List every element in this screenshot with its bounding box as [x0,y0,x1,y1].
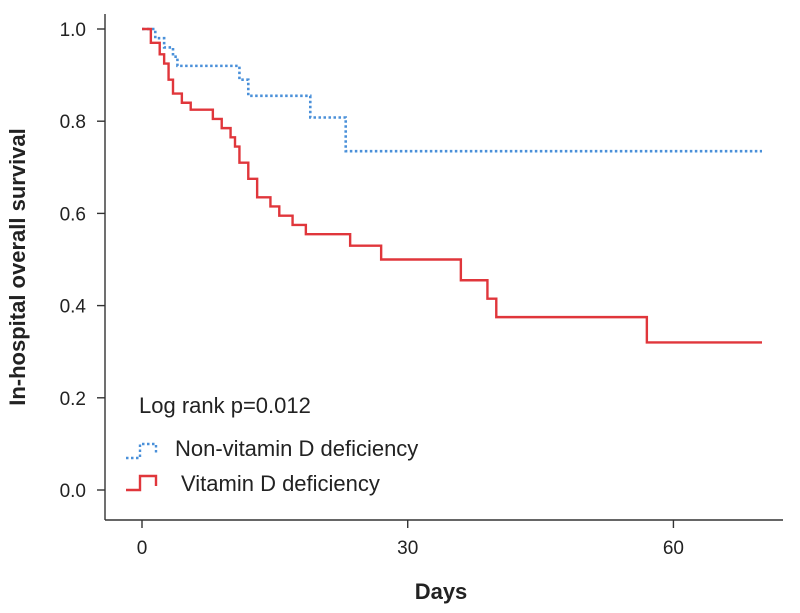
series-non-vitamin-d-line [142,27,762,153]
y-tick-label: 1.0 [60,20,86,41]
y-tick-label: 0.6 [60,204,86,225]
y-tick-label: 0.0 [60,481,86,502]
legend-swatch-vitamin-d [126,474,158,492]
x-tick-label: 30 [397,538,418,559]
series-vitamin-d-line [142,27,762,344]
y-tick-label: 0.8 [60,112,86,133]
log-rank-annotation: Log rank p=0.012 [139,393,311,418]
x-ticks: 0 30 60 [137,520,684,559]
axes [104,14,783,521]
y-axis-title: In-hospital overall survival [5,128,30,406]
x-tick-label: 0 [137,538,148,559]
legend-label-non-vitamin-d: Non-vitamin D deficiency [175,436,418,461]
y-tick-label: 0.2 [60,389,86,410]
x-axis-title: Days [415,579,468,604]
y-tick-label: 0.4 [60,297,87,318]
y-ticks: 0.0 0.2 0.4 0.6 0.8 1.0 [60,20,105,502]
legend-label-vitamin-d: Vitamin D deficiency [181,471,380,496]
legend-swatch-non-vitamin-d [126,442,158,460]
x-tick-label: 60 [663,538,684,559]
legend: Non-vitamin D deficiency Vitamin D defic… [126,436,418,496]
series-layer [142,27,762,344]
